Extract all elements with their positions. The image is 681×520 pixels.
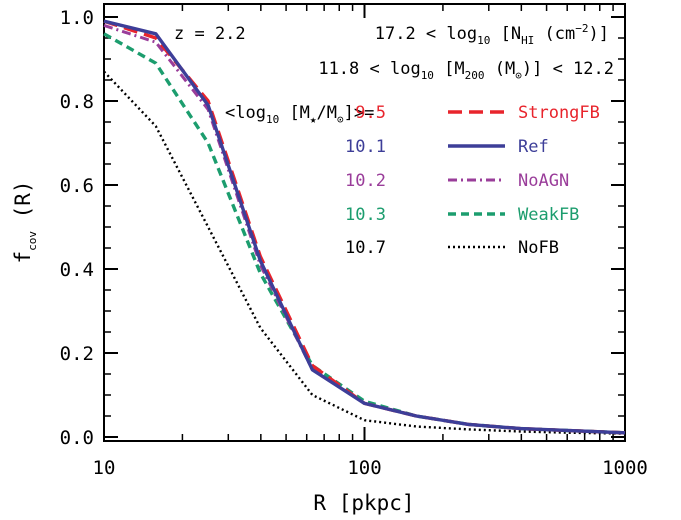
legend-mstar-weakfb: 10.3: [345, 205, 386, 225]
y-tick-label: 0.0: [60, 427, 94, 449]
legend-mstar-ref: 10.1: [345, 137, 386, 157]
series-line-weakfb: [103, 32, 626, 435]
stellar-mass-header: <log10 [M★/M⊙]>=: [225, 103, 374, 126]
legend: 9.5 StrongFB 10.1 Ref 10.2 NoAGN 10.3 WeakFB 10.…: [345, 103, 600, 258]
legend-label-ref: Ref: [518, 137, 549, 157]
legend-label-noagn: NoAGN: [518, 171, 569, 191]
legend-mstar-noagn: 10.2: [345, 171, 386, 191]
x-tick-label: 1000: [602, 457, 648, 479]
legend-mstar-strongfb: 9.5: [355, 103, 386, 123]
legend-mstar-nofb: 10.7: [345, 238, 386, 258]
y-tick-label: 0.4: [60, 259, 94, 281]
m200-range-label: 11.8 < log10 [M200 (M⊙)] < 12.2: [318, 59, 614, 82]
nhi-range-label: 17.2 < log10 [NHI (cm−2)]: [375, 22, 609, 47]
series-line-nofb: [103, 70, 626, 435]
y-tick-label: 1.0: [60, 7, 94, 29]
series-line-ref: [103, 19, 626, 435]
redshift-label: z = 2.2: [174, 24, 246, 44]
x-tick-label: 100: [347, 457, 381, 479]
legend-label-nofb: NoFB: [518, 238, 559, 258]
y-tick-label: 0.2: [60, 343, 94, 365]
legend-label-weakfb: WeakFB: [518, 205, 579, 225]
x-axis-title: R [pkpc]: [313, 491, 414, 515]
series-line-noagn: [103, 23, 626, 435]
y-tick-label: 0.8: [60, 91, 94, 113]
y-axis-title: fcov (R): [11, 180, 39, 263]
y-tick-label: 0.6: [60, 175, 94, 197]
legend-label-strongfb: StrongFB: [518, 103, 600, 123]
x-tick-label: 10: [93, 457, 116, 479]
series-line-strongfb: [103, 19, 626, 435]
